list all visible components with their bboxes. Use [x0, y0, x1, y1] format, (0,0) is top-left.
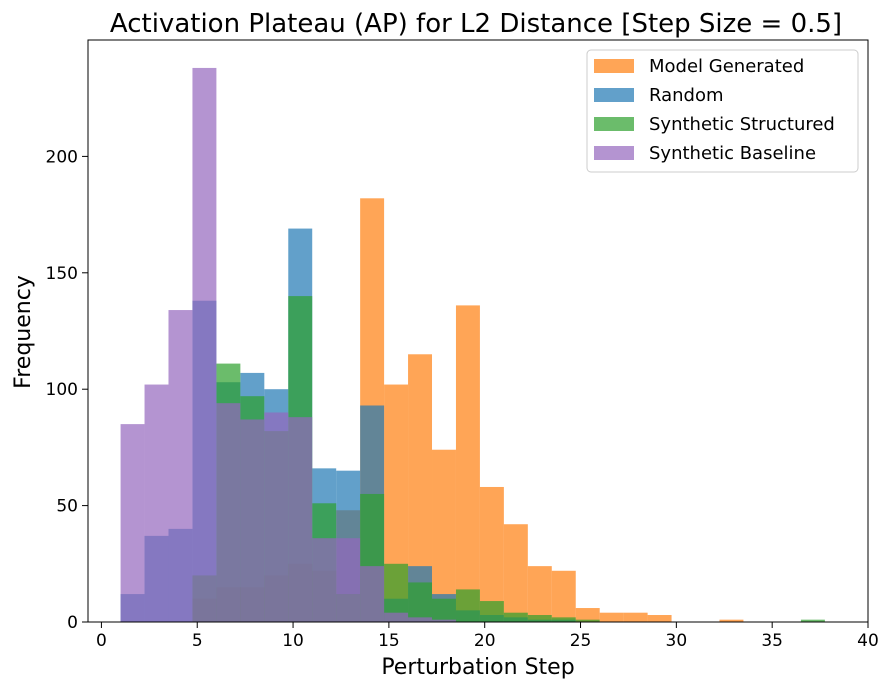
- bar-2-14: [455, 589, 480, 622]
- legend-label-0: Model Generated: [649, 56, 804, 77]
- y-axis-label: Frequency: [11, 275, 36, 389]
- legend-swatch-1: [594, 88, 634, 102]
- bar-0-22: [647, 615, 672, 622]
- x-tick-label: 35: [761, 631, 783, 651]
- bar-0-13: [432, 449, 456, 622]
- x-tick-label: 20: [474, 631, 496, 651]
- bar-0-19: [575, 608, 600, 622]
- legend-box: [586, 49, 859, 173]
- bar-3-7: [288, 417, 313, 622]
- bar-0-12: [408, 354, 433, 622]
- bar-3-13: [432, 619, 456, 622]
- bar-0-21: [623, 612, 648, 622]
- bar-3-5: [240, 419, 265, 622]
- plot-area-frame: [87, 39, 869, 623]
- bar-3-9: [336, 538, 361, 622]
- bar-2-13: [432, 598, 456, 622]
- bar-2-16: [503, 612, 528, 622]
- bar-0-20: [599, 612, 624, 622]
- legend-swatch-0: [594, 59, 634, 73]
- bar-0-11: [384, 384, 409, 622]
- y-tick-label: 0: [67, 613, 78, 633]
- legend-label-2: Synthetic Structured: [649, 114, 835, 135]
- series-3-bars: [120, 67, 456, 623]
- chart-title: Activation Plateau (AP) for L2 Distance …: [110, 9, 842, 39]
- bar-2-15: [479, 601, 504, 622]
- bar-2-12: [408, 582, 433, 622]
- bar-0-25: [719, 619, 744, 622]
- bar-3-10: [360, 566, 385, 622]
- x-tick-label: 0: [96, 631, 107, 651]
- y-tick-label: 200: [46, 147, 78, 167]
- bar-3-12: [408, 617, 433, 622]
- y-tick-label: 50: [56, 497, 78, 517]
- bar-0-18: [551, 570, 576, 622]
- legend-swatch-2: [594, 117, 634, 131]
- bar-0-15: [479, 486, 504, 622]
- bar-2-11: [384, 563, 409, 622]
- bar-2-19: [575, 619, 600, 622]
- y-axis-ticks: 0 50 100 150 200: [46, 147, 88, 633]
- bar-3-8: [312, 538, 337, 622]
- bar-3-2: [168, 310, 193, 622]
- y-tick-label: 150: [46, 264, 78, 284]
- bar-3-4: [216, 403, 241, 622]
- legend-label-3: Synthetic Baseline: [649, 143, 816, 164]
- x-tick-label: 10: [282, 631, 304, 651]
- bar-3-0: [120, 424, 145, 622]
- legend: Model Generated Random Synthetic Structure…: [586, 49, 859, 173]
- bar-3-1: [144, 384, 169, 622]
- x-tick-label: 40: [857, 631, 879, 651]
- x-tick-label: 5: [192, 631, 203, 651]
- bar-2-17: [527, 615, 552, 622]
- bar-2-21: [800, 619, 825, 622]
- bars-layer: [120, 67, 825, 623]
- legend-label-1: Random: [649, 85, 724, 106]
- bar-2-18: [551, 617, 576, 622]
- x-tick-label: 25: [570, 631, 592, 651]
- bar-0-14: [455, 305, 480, 622]
- bar-0-17: [527, 566, 552, 622]
- bar-3-11: [384, 612, 409, 622]
- x-axis-ticks: 0 5 10 15 20 25 30 35 40: [96, 622, 879, 651]
- y-tick-label: 100: [46, 380, 78, 400]
- bar-0-16: [503, 524, 528, 622]
- bar-3-6: [264, 412, 289, 622]
- bar-3-3: [192, 67, 217, 623]
- x-tick-label: 15: [378, 631, 400, 651]
- x-tick-label: 30: [666, 631, 688, 651]
- legend-swatch-3: [594, 146, 634, 160]
- x-axis-label: Perturbation Step: [381, 655, 574, 680]
